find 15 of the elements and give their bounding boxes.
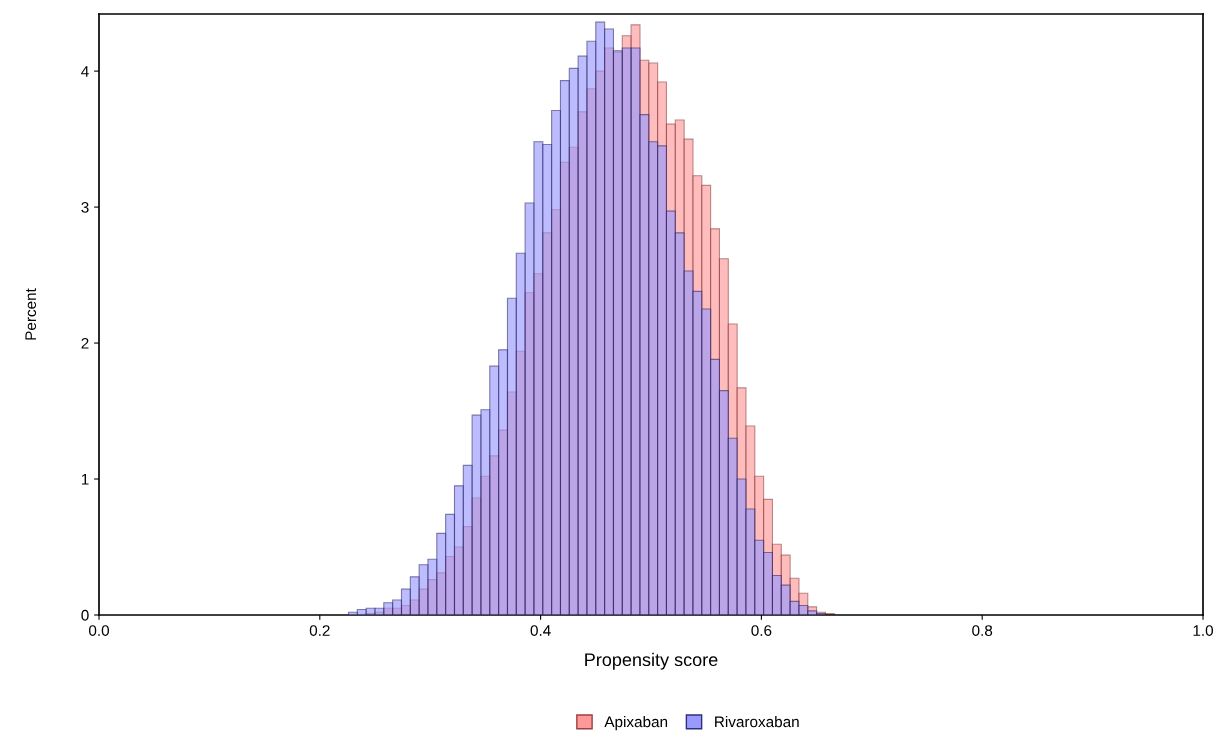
x-tick-label: 0.8 [972, 625, 993, 636]
legend-label: Apixaban [604, 716, 668, 731]
x-tick-label: 0.2 [309, 625, 330, 636]
y-axis-title: Percent [25, 288, 37, 340]
y-tick-label: 3 [81, 201, 89, 213]
y-tick-label: 0 [81, 609, 89, 621]
y-tick-label: 4 [81, 66, 89, 77]
x-tick-label: 0.6 [751, 625, 772, 636]
legend-label: Rivaroxaban [715, 716, 799, 728]
y-tick-label: 1 [81, 474, 89, 485]
x-tick-label: 0.4 [530, 625, 551, 636]
y-tick-label: 2 [81, 337, 89, 349]
x-tick-label: 0.0 [88, 625, 110, 636]
x-axis-title: Propensity score [585, 652, 718, 670]
x-tick-label: 1.0 [1193, 625, 1214, 636]
